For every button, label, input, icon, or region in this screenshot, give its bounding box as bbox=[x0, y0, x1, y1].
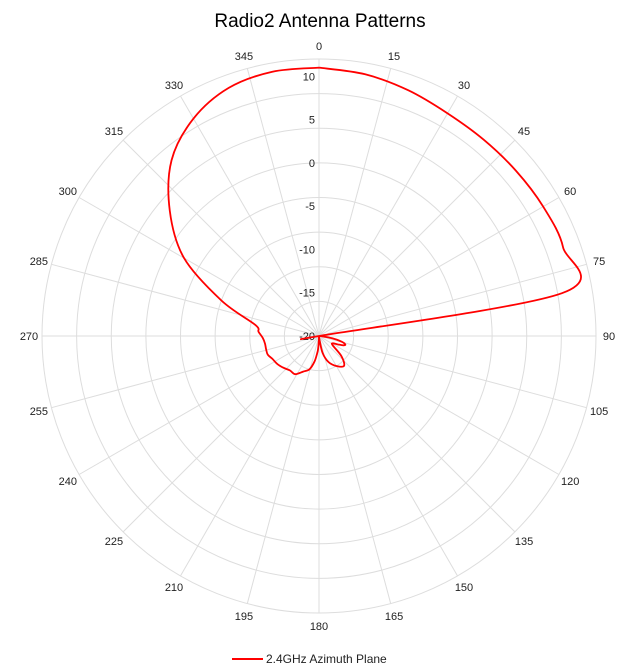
radial-tick-label: -5 bbox=[305, 201, 315, 213]
grid-spoke bbox=[122, 139, 320, 337]
angular-grid bbox=[42, 59, 596, 613]
grid-spoke bbox=[78, 197, 320, 337]
angular-tick-label: 15 bbox=[388, 51, 400, 63]
angular-tick-label: 300 bbox=[59, 186, 77, 198]
grid-spoke bbox=[51, 263, 320, 337]
chart-title: Radio2 Antenna Patterns bbox=[214, 11, 425, 32]
angular-tick-label: 135 bbox=[515, 536, 533, 548]
radial-tick-labels: 10 5 0 -5 -10 -15 -20 bbox=[299, 71, 315, 343]
radial-tick-label: 10 bbox=[303, 71, 315, 83]
series-line-azimuth bbox=[167, 66, 582, 376]
angular-tick-label: 285 bbox=[30, 256, 48, 268]
angular-tick-label: 75 bbox=[593, 256, 605, 268]
grid-spoke bbox=[318, 335, 392, 604]
grid-spoke bbox=[318, 95, 458, 337]
angular-tick-label: 270 bbox=[20, 331, 38, 343]
angular-tick-label: 315 bbox=[105, 126, 123, 138]
angular-tick-label: 60 bbox=[564, 186, 576, 198]
angular-tick-label: 210 bbox=[165, 582, 183, 594]
angular-tick-label: 180 bbox=[310, 621, 328, 633]
angular-tick-label: 90 bbox=[603, 331, 615, 343]
angular-tick-labels: 0153045607590105120135150165180195210225… bbox=[20, 41, 615, 633]
radial-tick-label: 5 bbox=[309, 115, 315, 127]
legend-label: 2.4GHz Azimuth Plane bbox=[266, 652, 387, 666]
grid-spoke bbox=[318, 68, 392, 337]
grid-spoke bbox=[318, 197, 560, 337]
radial-tick-label: 0 bbox=[309, 158, 315, 170]
angular-tick-label: 240 bbox=[59, 476, 77, 488]
angular-tick-label: 120 bbox=[561, 476, 579, 488]
angular-tick-label: 195 bbox=[235, 611, 253, 623]
grid-spoke bbox=[51, 335, 320, 409]
angular-tick-label: 345 bbox=[235, 51, 253, 63]
angular-tick-label: 45 bbox=[518, 126, 530, 138]
angular-tick-label: 30 bbox=[458, 80, 470, 92]
angular-tick-label: 0 bbox=[316, 41, 322, 53]
grid-spoke bbox=[318, 139, 516, 337]
grid-spoke bbox=[318, 335, 516, 533]
grid-spoke bbox=[318, 335, 560, 475]
angular-tick-label: 105 bbox=[590, 406, 608, 418]
grid-spoke bbox=[180, 335, 320, 577]
angular-tick-label: 225 bbox=[105, 536, 123, 548]
radial-tick-label: -10 bbox=[299, 244, 315, 256]
legend: 2.4GHz Azimuth Plane bbox=[232, 652, 387, 666]
grid-spoke bbox=[78, 335, 320, 475]
angular-tick-label: 255 bbox=[30, 406, 48, 418]
grid-spoke bbox=[180, 95, 320, 337]
radial-tick-label: -15 bbox=[299, 288, 315, 300]
angular-tick-label: 330 bbox=[165, 80, 183, 92]
grid-spoke bbox=[318, 335, 587, 409]
grid-spoke bbox=[318, 335, 458, 577]
angular-tick-label: 165 bbox=[385, 611, 403, 623]
angular-tick-label: 150 bbox=[455, 582, 473, 594]
grid-spoke bbox=[246, 68, 320, 337]
grid-spoke bbox=[318, 263, 587, 337]
radial-tick-label: -20 bbox=[299, 331, 315, 343]
grid-spoke bbox=[122, 335, 320, 533]
grid-spoke bbox=[246, 335, 320, 604]
